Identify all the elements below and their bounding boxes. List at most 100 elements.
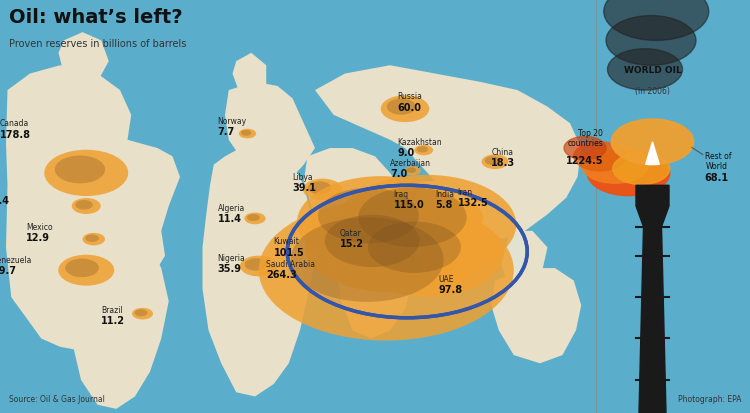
Text: 21.4: 21.4: [0, 195, 9, 205]
Polygon shape: [225, 83, 315, 182]
Text: 9.0: 9.0: [398, 148, 415, 158]
Circle shape: [613, 154, 670, 185]
Circle shape: [72, 199, 100, 214]
Text: Source: Oil & Gas Journal: Source: Oil & Gas Journal: [9, 394, 105, 403]
Text: 18.3: 18.3: [491, 158, 515, 168]
Text: 1224.5: 1224.5: [566, 156, 603, 166]
Polygon shape: [338, 206, 412, 339]
Circle shape: [297, 177, 465, 269]
Polygon shape: [202, 149, 315, 396]
Circle shape: [370, 226, 434, 261]
Circle shape: [240, 256, 278, 277]
Text: Qatar: Qatar: [340, 228, 362, 237]
Circle shape: [305, 204, 463, 291]
Bar: [596, 0, 750, 413]
Text: 97.8: 97.8: [439, 284, 463, 294]
Circle shape: [259, 200, 514, 341]
Circle shape: [421, 254, 458, 274]
Text: 7.7: 7.7: [217, 127, 235, 137]
Text: 264.3: 264.3: [266, 270, 297, 280]
Circle shape: [336, 176, 516, 275]
Circle shape: [358, 188, 466, 247]
Circle shape: [564, 137, 606, 160]
Text: 11.4: 11.4: [218, 214, 242, 224]
Circle shape: [351, 234, 375, 247]
Circle shape: [404, 167, 421, 176]
Polygon shape: [6, 66, 180, 351]
Text: 5.8: 5.8: [435, 199, 452, 209]
Text: Venezuela: Venezuela: [0, 255, 32, 264]
Circle shape: [611, 120, 694, 165]
Text: China: China: [491, 148, 513, 157]
Circle shape: [420, 203, 464, 227]
Circle shape: [132, 308, 153, 320]
Polygon shape: [315, 66, 581, 240]
Circle shape: [378, 230, 416, 252]
Circle shape: [44, 150, 128, 197]
Text: Azerbaijan: Azerbaijan: [390, 158, 431, 167]
Circle shape: [414, 145, 434, 156]
Text: Brazil: Brazil: [101, 305, 123, 314]
Circle shape: [303, 179, 342, 201]
Text: Saudi Arabia: Saudi Arabia: [266, 259, 315, 268]
Polygon shape: [58, 33, 109, 91]
Text: 60.0: 60.0: [398, 102, 422, 112]
Text: Rest of
World: Rest of World: [705, 152, 732, 171]
Circle shape: [287, 186, 527, 318]
Text: Iran: Iran: [458, 187, 472, 196]
Text: 68.1: 68.1: [704, 173, 729, 183]
Polygon shape: [64, 219, 169, 409]
Circle shape: [332, 236, 434, 292]
Text: 178.8: 178.8: [0, 129, 31, 139]
Text: 115.0: 115.0: [394, 199, 424, 209]
Text: Kazakhstan: Kazakhstan: [398, 138, 442, 147]
Circle shape: [574, 142, 626, 171]
Text: 39.1: 39.1: [292, 183, 316, 193]
Circle shape: [440, 198, 450, 204]
Circle shape: [608, 50, 682, 91]
Circle shape: [55, 156, 105, 184]
Text: 11.2: 11.2: [101, 315, 125, 325]
Text: Nigeria: Nigeria: [217, 253, 245, 262]
Circle shape: [381, 96, 429, 123]
Circle shape: [482, 155, 508, 170]
Text: Oil: what’s left?: Oil: what’s left?: [9, 8, 183, 27]
Circle shape: [368, 222, 461, 273]
Text: Kuwait: Kuwait: [274, 237, 299, 246]
Circle shape: [325, 215, 419, 267]
Circle shape: [82, 233, 105, 246]
Polygon shape: [304, 149, 412, 297]
Circle shape: [485, 157, 501, 166]
Text: 12.9: 12.9: [26, 233, 50, 242]
Circle shape: [439, 197, 454, 206]
Circle shape: [587, 151, 670, 196]
Circle shape: [387, 100, 416, 116]
Text: (In 2006): (In 2006): [635, 87, 670, 96]
Circle shape: [308, 182, 332, 195]
Circle shape: [413, 249, 475, 283]
Text: Top 20
countries: Top 20 countries: [567, 129, 603, 148]
Text: Norway: Norway: [217, 117, 247, 126]
Circle shape: [411, 198, 483, 238]
Polygon shape: [411, 182, 458, 268]
Text: 15.2: 15.2: [340, 239, 364, 249]
Text: WORLD OIL: WORLD OIL: [624, 66, 681, 75]
Text: Algeria: Algeria: [218, 204, 245, 213]
Circle shape: [604, 0, 709, 41]
Circle shape: [344, 243, 406, 277]
Circle shape: [247, 214, 259, 221]
Circle shape: [406, 168, 416, 173]
Circle shape: [244, 213, 266, 225]
Text: 79.7: 79.7: [0, 266, 16, 275]
Circle shape: [417, 147, 428, 153]
Text: Canada: Canada: [0, 119, 29, 128]
Polygon shape: [232, 54, 266, 99]
Circle shape: [376, 205, 417, 227]
Text: Photograph: EPA: Photograph: EPA: [677, 394, 741, 403]
Circle shape: [135, 310, 147, 316]
Circle shape: [75, 200, 93, 210]
Circle shape: [238, 129, 256, 139]
Polygon shape: [636, 186, 669, 413]
Circle shape: [241, 131, 251, 136]
Text: 35.9: 35.9: [217, 263, 242, 273]
